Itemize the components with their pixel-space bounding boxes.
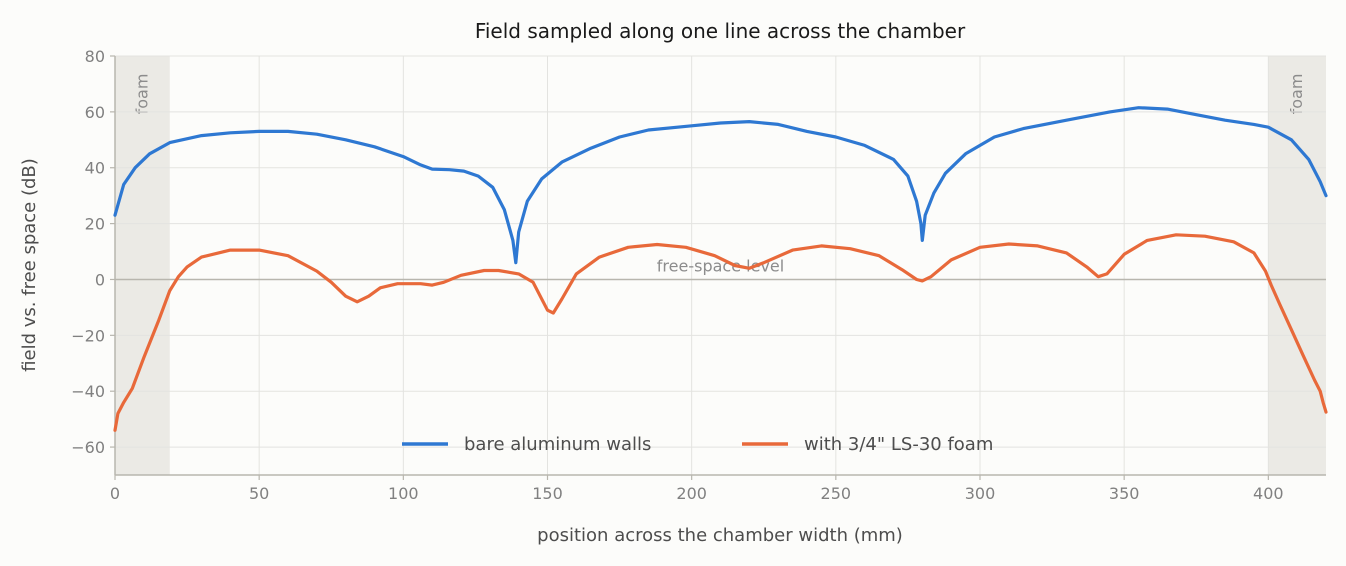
series-lines xyxy=(113,106,1328,432)
x-tick-label: 100 xyxy=(388,484,419,503)
legend-label-0: bare aluminum walls xyxy=(464,434,651,455)
legend-label-1: with 3/4" LS-30 foam xyxy=(804,434,993,455)
foam-region-0 xyxy=(115,56,170,475)
legend: bare aluminum walls with 3/4" LS-30 foam xyxy=(402,434,993,455)
foam-label-0: foam xyxy=(132,74,151,115)
series-line-1 xyxy=(113,233,1328,432)
series-line-0 xyxy=(113,106,1328,265)
x-tick-label: 300 xyxy=(965,484,996,503)
chart-title: Field sampled along one line across the … xyxy=(475,19,966,43)
y-tick-label: 40 xyxy=(85,159,105,178)
y-tick-label: 0 xyxy=(95,270,105,289)
y-tick-label: 60 xyxy=(85,103,105,122)
x-axis-title: position across the chamber width (mm) xyxy=(537,525,903,546)
x-tick-label: 250 xyxy=(821,484,852,503)
foam-label-1: foam xyxy=(1287,74,1306,115)
y-tick-label: −60 xyxy=(71,438,105,457)
reference-line: free-space level xyxy=(115,256,1326,281)
y-tick-label: 20 xyxy=(85,215,105,234)
free-space-label: free-space level xyxy=(657,256,784,275)
x-tick-label: 350 xyxy=(1109,484,1140,503)
y-tick-label: 80 xyxy=(85,47,105,66)
foam-regions: foam foam xyxy=(115,56,1326,475)
y-tick-label: −40 xyxy=(71,382,105,401)
x-tick-label: 0 xyxy=(110,484,120,503)
tick-labels: 0 50 100 150 200 250 300 350 400 −60 −40 −20 0 20 40 60… xyxy=(71,47,1283,503)
y-tick-label: −20 xyxy=(71,326,105,345)
x-tick-label: 400 xyxy=(1253,484,1284,503)
foam-region-1 xyxy=(1268,56,1326,475)
x-tick-label: 200 xyxy=(676,484,707,503)
x-tick-label: 150 xyxy=(532,484,563,503)
y-axis-title: field vs. free space (dB) xyxy=(19,158,40,372)
x-tick-label: 50 xyxy=(249,484,269,503)
